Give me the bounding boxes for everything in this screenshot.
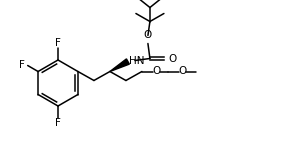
- Text: O: O: [179, 66, 187, 77]
- Text: O: O: [153, 66, 161, 77]
- Text: HN: HN: [129, 55, 144, 66]
- Text: F: F: [55, 38, 61, 48]
- Text: F: F: [19, 61, 25, 70]
- Text: O: O: [144, 30, 152, 39]
- Text: O: O: [168, 53, 176, 64]
- Polygon shape: [110, 59, 129, 71]
- Text: F: F: [55, 118, 61, 128]
